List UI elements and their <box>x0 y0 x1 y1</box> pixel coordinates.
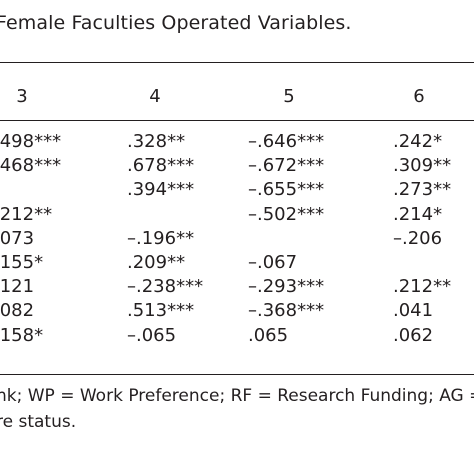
table-cell: –.655*** <box>248 179 325 201</box>
table-cell: .309** <box>393 155 452 177</box>
table-cell: –.502*** <box>248 203 325 225</box>
table-cell: .394*** <box>127 179 195 201</box>
table-cell: –.368*** <box>248 300 325 322</box>
column-header-3: 3 <box>16 86 28 107</box>
table-cell: .158* <box>0 324 44 346</box>
table-cell: .214* <box>393 203 443 225</box>
table-caption: Female Faculties Operated Variables. <box>0 12 352 34</box>
table-cell: .273** <box>393 179 452 201</box>
table-cell: .328** <box>127 131 186 152</box>
table-cell: .212** <box>0 203 53 225</box>
table-cell: .468*** <box>0 155 62 177</box>
table-note-line-2: re status. <box>0 412 77 432</box>
table-cell: .242* <box>393 131 443 152</box>
table-cell: .065 <box>248 324 289 346</box>
table-cell: .678*** <box>127 155 195 177</box>
column-header-5: 5 <box>283 86 295 107</box>
column-header-6: 6 <box>413 86 425 107</box>
table-note-line-1: nk; WP = Work Preference; RF = Research … <box>0 386 474 406</box>
bottom-rule <box>0 374 474 375</box>
table-cell: .155* <box>0 252 44 273</box>
table-cell: .212** <box>393 276 452 298</box>
table-cell: .209** <box>127 252 186 273</box>
table-cell: .513*** <box>127 300 195 322</box>
table-cell: .498*** <box>0 131 62 152</box>
table-cell: –.293*** <box>248 276 325 298</box>
table-cell: .041 <box>393 300 434 322</box>
header-rule <box>0 120 474 121</box>
table-cell: –.672*** <box>248 155 325 177</box>
table-cell: –.065 <box>127 324 177 346</box>
table-cell: .062 <box>393 324 434 346</box>
top-rule <box>0 62 474 63</box>
table-cell: –.646*** <box>248 131 325 152</box>
table-cell: –.067 <box>248 252 298 273</box>
table-cell: –.206 <box>393 227 443 249</box>
table-cell: –.238*** <box>127 276 204 298</box>
table-cell: .082 <box>0 300 35 322</box>
column-header-4: 4 <box>149 86 161 107</box>
table-cell: –.196** <box>127 227 195 249</box>
table-cell: .121 <box>0 276 35 298</box>
table-cell: .073 <box>0 227 35 249</box>
